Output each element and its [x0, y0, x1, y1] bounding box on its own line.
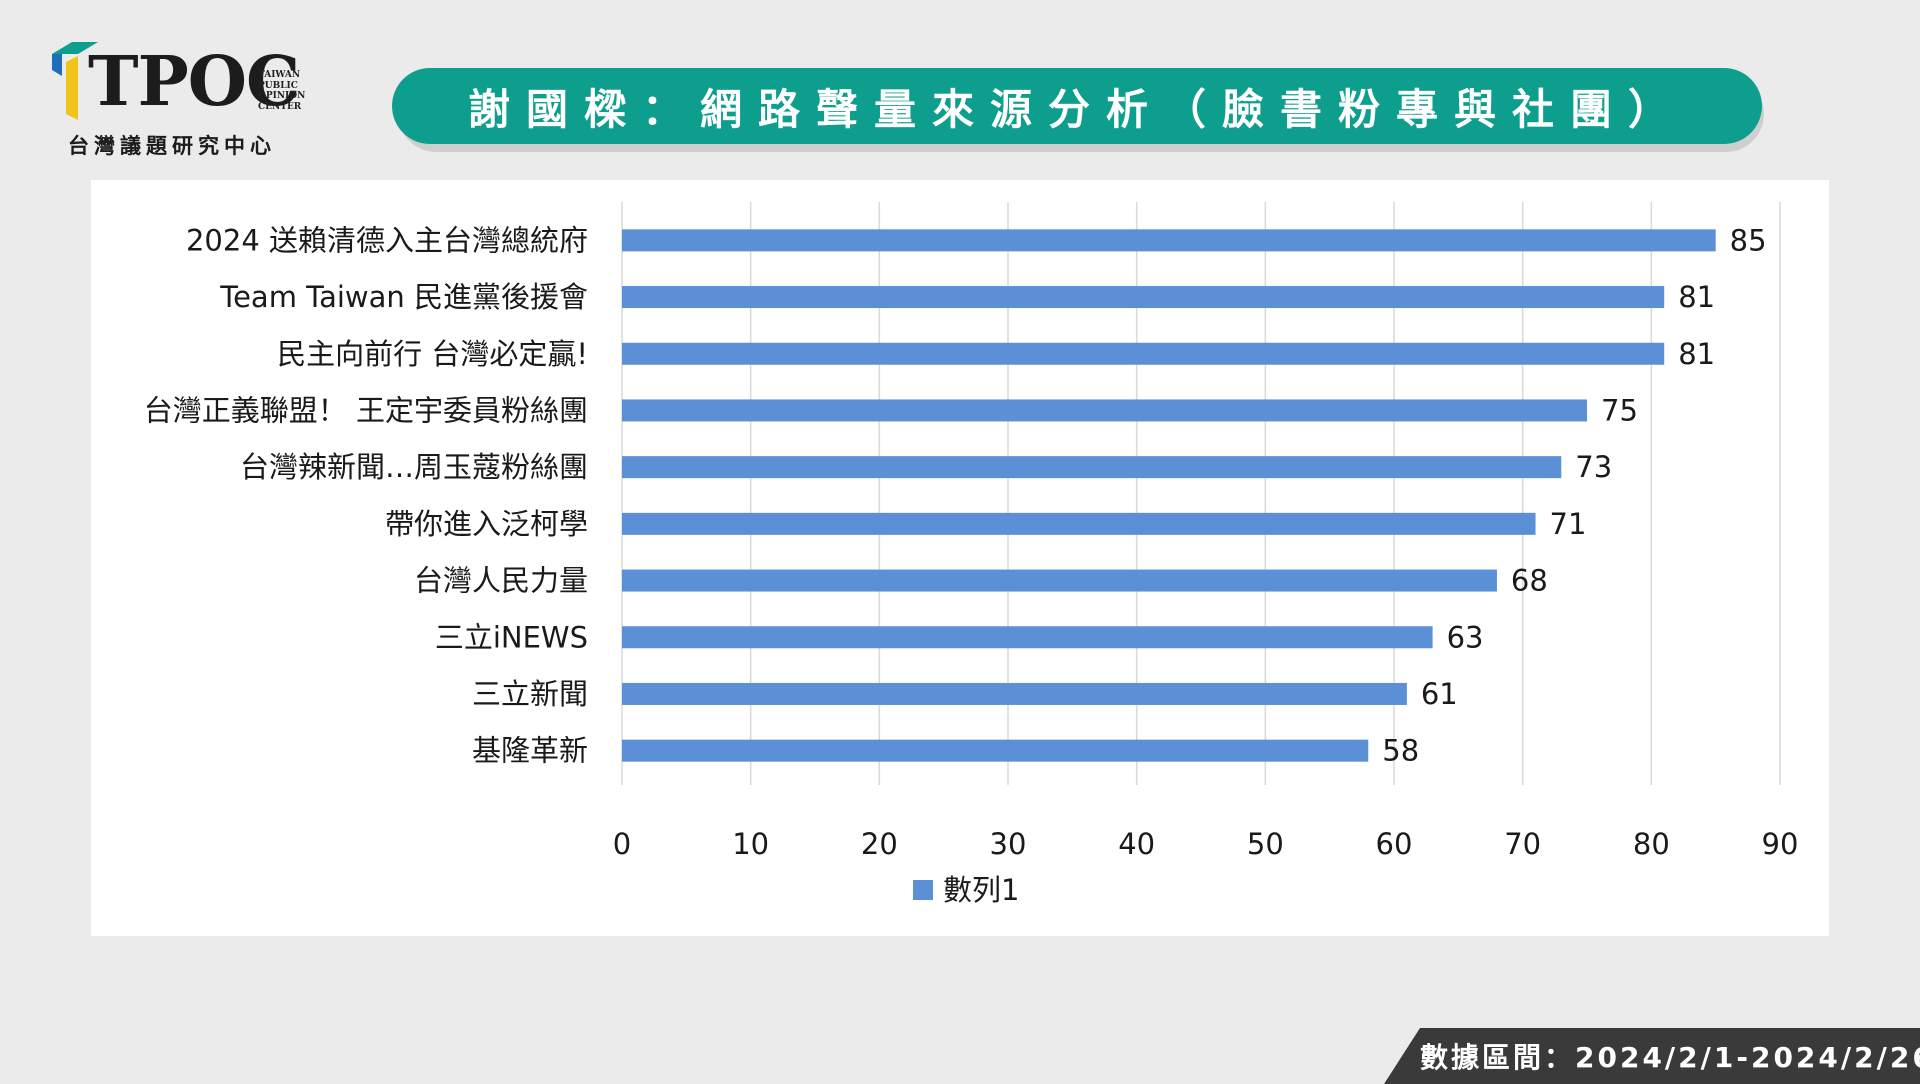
- x-tick-label: 60: [1376, 827, 1413, 861]
- x-tick-label: 0: [613, 827, 631, 861]
- bar: [622, 569, 1497, 592]
- logo-mark-icon: [52, 42, 98, 120]
- category-label: 台灣正義聯盟！ 王定宇委員粉絲團: [144, 393, 588, 427]
- category-label: 民主向前行 台灣必定贏!: [277, 337, 588, 371]
- x-tick-labels: 0 10 20 30 40 50 60 70 80 90: [613, 827, 1799, 861]
- category-label: Team Taiwan 民進黨後援會: [219, 280, 588, 314]
- logo-wordmark: TPOC: [88, 42, 300, 122]
- logo-side-text: TAIWAN PUBLIC OPINION CENTER: [258, 70, 306, 112]
- date-range: 數據區間：2024/2/1-2024/2/26: [1420, 1041, 1920, 1074]
- tpoc-logo: TPOC TAIWAN PUBLIC OPINION CENTER 台灣議題研究…: [52, 40, 312, 160]
- bar: [622, 682, 1407, 705]
- value-label: 68: [1511, 564, 1548, 598]
- legend-label: 數列1: [943, 873, 1019, 907]
- value-label: 71: [1550, 507, 1587, 541]
- category-label: 帶你進入泛柯學: [385, 507, 588, 541]
- bar: [622, 739, 1369, 762]
- value-label: 81: [1678, 280, 1715, 314]
- x-tick-label: 90: [1762, 827, 1799, 861]
- bar: [622, 399, 1587, 422]
- category-label: 基隆革新: [472, 734, 588, 768]
- legend: 數列1: [913, 873, 1019, 907]
- x-tick-label: 80: [1633, 827, 1670, 861]
- bar: [622, 626, 1433, 649]
- legend-swatch: [913, 880, 933, 900]
- category-label: 2024 送賴清德入主台灣總統府: [186, 223, 588, 257]
- bar: [622, 342, 1665, 365]
- category-label: 三立新聞: [472, 677, 588, 711]
- title-bar: 謝國樑：網路聲量來源分析（臉書粉專與社團）: [392, 68, 1762, 144]
- bar: [622, 456, 1562, 479]
- category-label: 三立iNEWS: [435, 620, 588, 654]
- value-label: 73: [1575, 450, 1612, 484]
- bar: [622, 512, 1536, 535]
- value-label: 58: [1382, 734, 1419, 768]
- category-label: 台灣辣新聞…周玉蔻粉絲團: [240, 450, 588, 484]
- x-tick-label: 30: [990, 827, 1027, 861]
- x-tick-label: 70: [1504, 827, 1541, 861]
- bar-chart: 2024 送賴清德入主台灣總統府 Team Taiwan 民進黨後援會民主向前行 …: [144, 202, 1799, 907]
- value-label: 63: [1447, 620, 1484, 654]
- category-label: 台灣人民力量: [414, 564, 588, 598]
- page-title: 謝國樑：網路聲量來源分析（臉書粉專與社團）: [467, 84, 1686, 134]
- bar: [622, 286, 1665, 309]
- value-label: 85: [1730, 223, 1767, 257]
- value-label: 75: [1601, 393, 1638, 427]
- value-label: 81: [1678, 337, 1715, 371]
- value-label: 61: [1421, 677, 1458, 711]
- x-tick-label: 10: [732, 827, 769, 861]
- x-tick-label: 40: [1118, 827, 1155, 861]
- x-tick-label: 20: [861, 827, 898, 861]
- bar: [622, 229, 1716, 252]
- x-tick-label: 50: [1247, 827, 1284, 861]
- category-labels: 2024 送賴清德入主台灣總統府 Team Taiwan 民進黨後援會民主向前行 …: [144, 223, 588, 767]
- logo-chinese-name: 台灣議題研究中心: [68, 134, 276, 158]
- footer-band: [1384, 1028, 1920, 1084]
- chart-panel: 2024 送賴清德入主台灣總統府 Team Taiwan 民進黨後援會民主向前行 …: [91, 180, 1829, 936]
- bars: [622, 229, 1716, 762]
